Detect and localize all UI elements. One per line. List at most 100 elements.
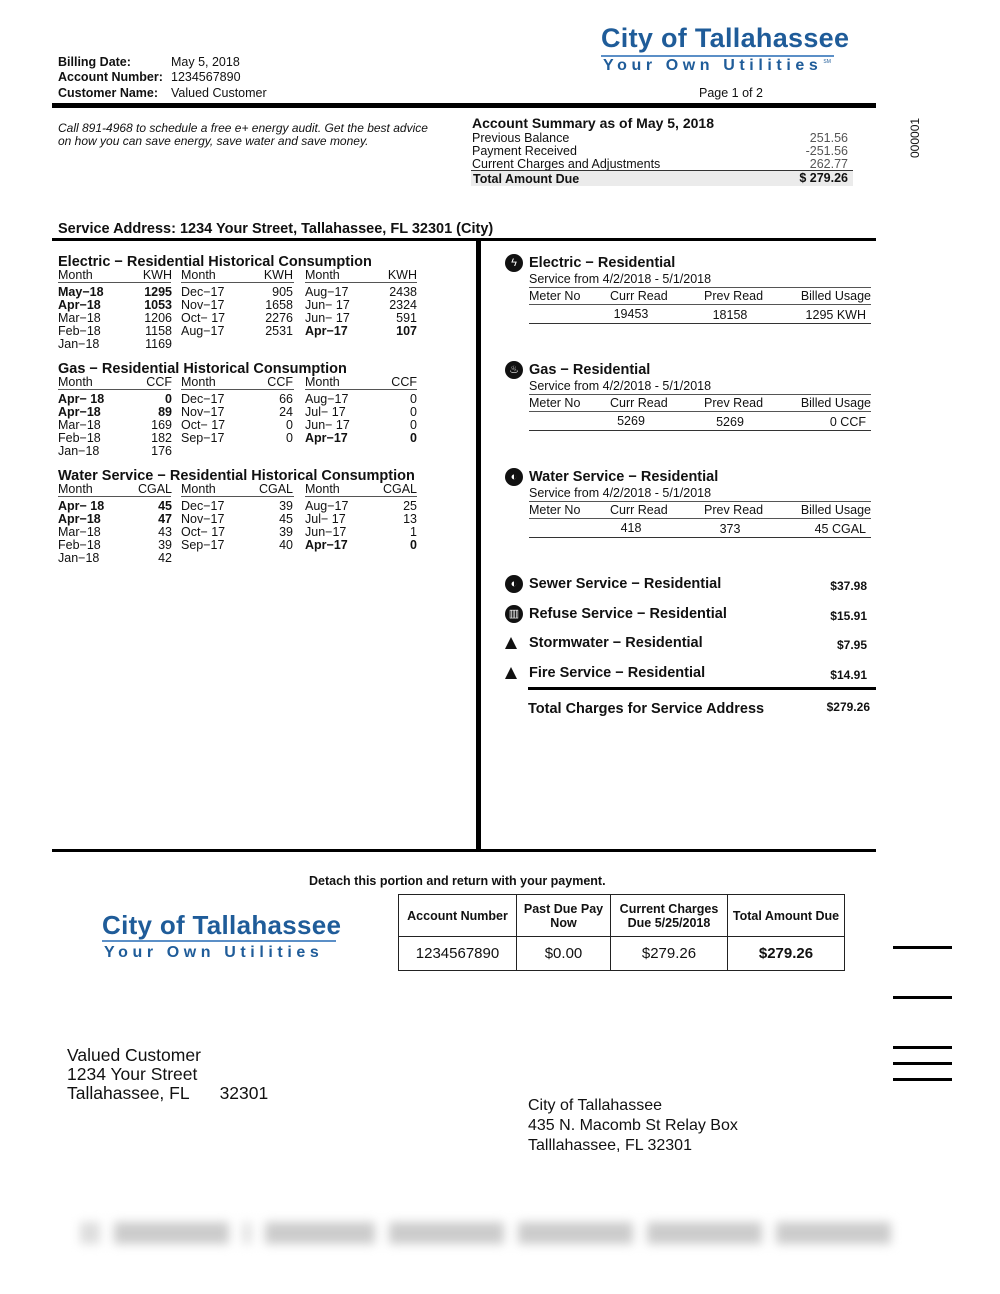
barcode-mark [893,1046,952,1049]
stub-logo-title: City of Tallahassee [102,910,342,940]
history-month: Mar−18 [58,525,101,539]
history-month: Oct− 17 [181,525,226,539]
history-month: Feb−18 [58,538,101,552]
history-unit-header: KWH [387,268,417,282]
customer-address-name: Valued Customer [67,1045,201,1065]
water-drop-icon: ◐ [505,468,523,486]
column-divider [476,241,481,851]
history-month: Jun− 17 [305,418,350,432]
history-month-header: Month [305,482,340,496]
billed-usage: 1295 KWH [805,308,866,322]
barcode-mark [893,946,952,949]
service-address: Service Address: 1234 Your Street, Talla… [58,221,494,237]
history-month: Nov−17 [181,512,225,526]
history-month: Jan−18 [58,444,100,458]
history-value: 1158 [145,324,172,338]
history-value: 66 [279,392,293,406]
curr-read: 19453 [613,307,649,321]
history-month: Jun− 17 [305,311,350,325]
history-header-rule [58,496,171,497]
history-unit-header: KWH [263,268,293,282]
triangle-icon [505,637,517,649]
history-header-rule [305,389,417,390]
history-month-header: Month [305,268,340,282]
history-value: 40 [279,538,293,552]
history-value: 0 [410,392,417,406]
history-month: Jan−18 [58,337,100,351]
history-month: Apr− 18 [58,392,105,406]
history-month: Mar−18 [58,418,101,432]
history-header-rule [58,389,171,390]
customer-address-street: 1234 Your Street [67,1064,198,1084]
meter-no-header: Meter No [529,289,581,303]
curr-read-header: Curr Read [610,503,668,517]
history-value: 591 [396,311,417,325]
address-divider [52,238,876,241]
billing-date: May 5, 2018 [171,55,240,69]
history-value: 47 [158,512,172,526]
logo-subtitle-line: Your Own Utilities SM [603,57,831,75]
stub-logo-rule [102,940,336,942]
history-month-header: Month [58,268,93,282]
history-month: Aug−17 [305,392,349,406]
service-title: Fire Service − Residential [529,664,706,681]
history-value: 0 [410,418,417,432]
curr-read: 5269 [617,414,645,428]
history-unit-header: CCF [267,375,293,389]
curr-read-header: Curr Read [610,289,668,303]
history-month: Oct− 17 [181,418,226,432]
history-value: 45 [279,512,293,526]
history-unit-header: CGAL [258,482,293,496]
history-value: 13 [403,512,417,526]
history-month: Apr−17 [305,538,348,552]
history-value: 2276 [265,311,293,325]
account-number-label: Account Number: [58,70,163,84]
history-month: Feb−18 [58,431,101,445]
history-month: Apr−18 [58,298,101,312]
history-value: 905 [272,285,293,299]
history-month: Apr−17 [305,324,348,338]
history-month: Apr−18 [58,512,101,526]
history-value: 42 [158,551,172,565]
history-month: Apr−17 [305,431,348,445]
promo-text: Call 891-4968 to schedule a free e+ ener… [58,121,428,148]
history-value: 25 [403,499,417,513]
payment-stub-table: Account Number Past Due Pay Now Current … [398,894,845,971]
meter-rule [529,411,871,412]
barcode-mark [893,1078,952,1081]
history-month: Dec−17 [181,285,225,299]
summary-value: 251.56 [809,131,848,145]
meter-rule [529,304,871,305]
prev-read: 18158 [712,308,748,322]
meter-no-header: Meter No [529,503,581,517]
history-value: 182 [151,431,172,445]
customer-mailing-address: Valued Customer 1234 Your Street Tallaha… [67,1046,268,1103]
stub-header-current: Current Charges Due 5/25/2018 [611,895,728,937]
triangle-icon [505,666,517,679]
history-month: Sep−17 [181,538,225,552]
curr-read: 418 [620,521,642,535]
summary-title: Account Summary as of May 5, 2018 [472,115,714,131]
history-value: 1 [410,525,417,539]
meter-rule [529,518,871,519]
curr-read-header: Curr Read [610,396,668,410]
history-month-header: Month [181,375,216,389]
customer-address-city: Tallahassee, FL [67,1083,190,1103]
meter-rule [529,537,871,538]
history-value: 169 [151,418,172,432]
history-month: Sep−17 [181,431,225,445]
stub-header-total: Total Amount Due [728,895,844,937]
remit-address: City of Tallahassee 435 N. Macomb St Rel… [528,1096,738,1156]
history-value: 1206 [144,311,172,325]
history-title: Gas − Residential Historical Consumption [58,361,347,377]
logo-title: City of Tallahassee [601,23,850,53]
history-month: Mar−18 [58,311,101,325]
detach-divider [52,849,876,852]
stub-past-due: $0.00 [517,937,611,970]
total-due-value: $ 279.26 [799,171,848,185]
history-month-header: Month [58,375,93,389]
total-divider [528,687,876,690]
summary-value: 262.77 [809,157,848,171]
history-month: Jul− 17 [305,405,346,419]
customer-name: Valued Customer [171,86,267,100]
